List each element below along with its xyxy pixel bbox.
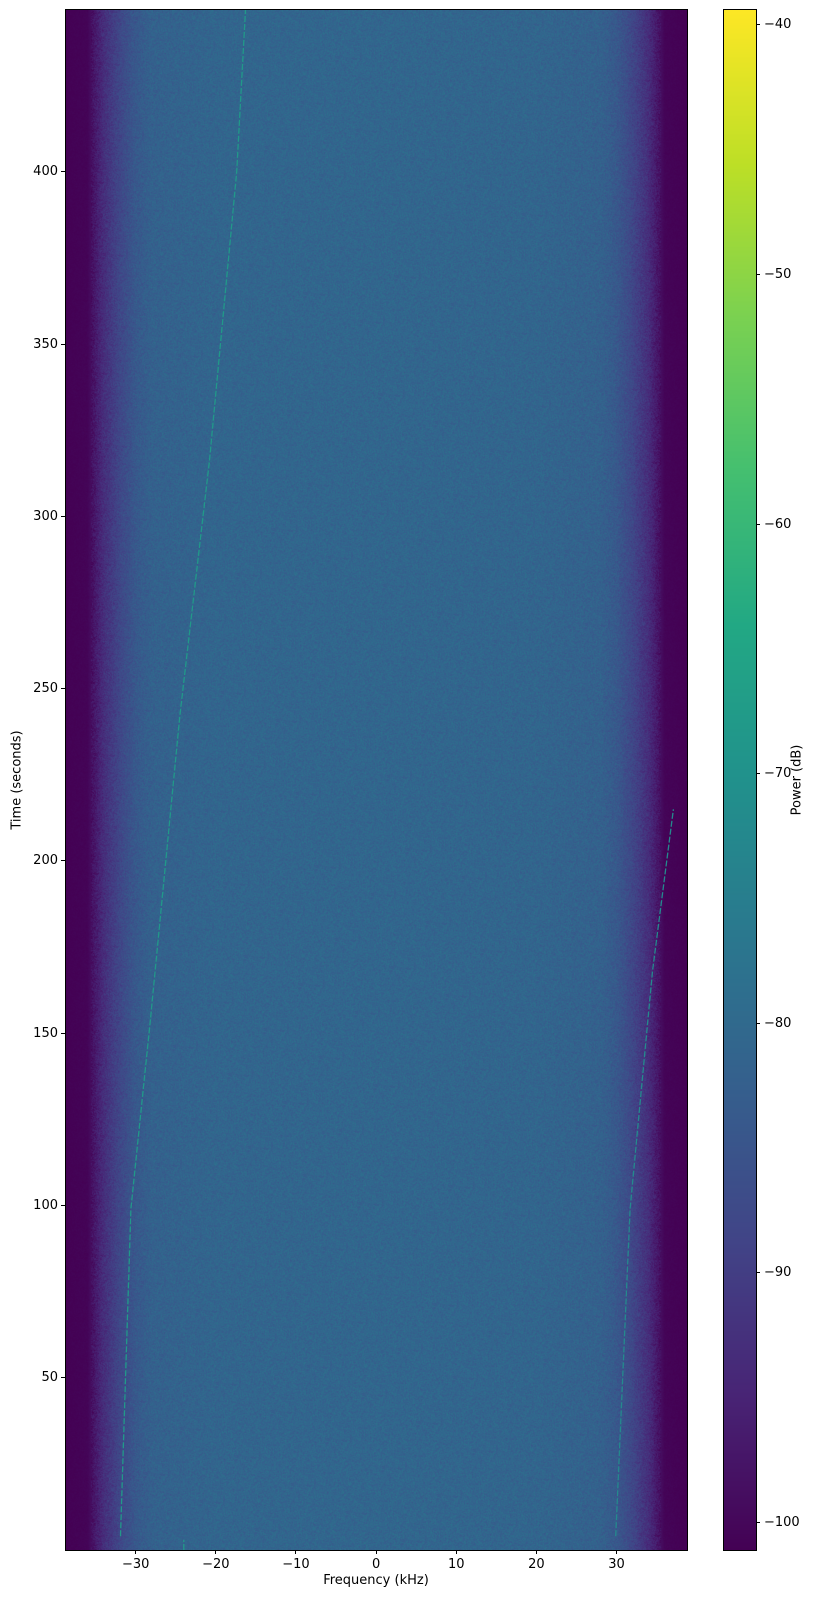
x-tick-label: −10: [282, 1557, 310, 1572]
y-tick-mark: [61, 171, 65, 173]
colorbar-tick-label: −40: [764, 17, 792, 33]
colorbar-label: Power (dB): [789, 744, 805, 816]
y-tick-mark: [61, 860, 65, 862]
colorbar-tick-mark: [756, 773, 760, 775]
x-tick-mark: [135, 1550, 137, 1554]
y-tick-label: 250: [33, 681, 58, 697]
colorbar-tick-label: −100: [764, 1515, 800, 1531]
x-tick-mark: [375, 1550, 377, 1554]
colorbar-tick-mark: [756, 523, 760, 525]
y-tick-mark: [61, 1204, 65, 1206]
spectrogram-heatmap: [66, 10, 687, 1550]
y-tick-label: 400: [33, 164, 58, 180]
y-tick-mark: [61, 688, 65, 690]
colorbar-tick-label: −60: [764, 516, 792, 532]
y-tick-label: 350: [33, 336, 58, 352]
y-tick-label: 300: [33, 508, 58, 524]
y-tick-mark: [61, 515, 65, 517]
y-tick-label: 150: [33, 1025, 58, 1041]
plot-area: [65, 9, 688, 1551]
colorbar-tick-label: −80: [764, 1015, 792, 1031]
colorbar-tick-mark: [756, 1522, 760, 1524]
x-tick-label: 0: [371, 1557, 381, 1572]
colorbar-tick-label: −50: [764, 267, 792, 283]
signal-trace-2: [615, 809, 675, 1537]
colorbar-tick-mark: [756, 1272, 760, 1274]
x-tick-mark: [535, 1550, 537, 1554]
colorbar: [723, 9, 757, 1551]
x-tick-label: 10: [447, 1557, 465, 1572]
colorbar-gradient: [724, 10, 756, 1550]
y-tick-label: 50: [41, 1370, 58, 1386]
signal-traces: [119, 10, 675, 1550]
x-tick-mark: [455, 1550, 457, 1554]
y-tick-mark: [61, 1032, 65, 1034]
y-axis-label: Time (seconds): [9, 730, 25, 830]
x-tick-label: 20: [528, 1557, 545, 1572]
x-tick-label: 30: [608, 1557, 625, 1572]
y-tick-mark: [61, 1377, 65, 1379]
colorbar-tick-label: −90: [764, 1265, 792, 1281]
colorbar-tick-mark: [756, 274, 760, 276]
x-axis-label: Frequency (kHz): [323, 1573, 429, 1588]
colorbar-tick-label: −70: [764, 766, 792, 782]
colorbar-tick-mark: [756, 24, 760, 26]
x-tick-label: −30: [121, 1557, 150, 1572]
y-tick-label: 100: [33, 1197, 58, 1213]
y-tick-mark: [61, 343, 65, 345]
x-tick-mark: [215, 1550, 217, 1554]
y-tick-label: 200: [33, 853, 58, 869]
x-tick-mark: [615, 1550, 617, 1554]
x-tick-mark: [295, 1550, 297, 1554]
x-tick-label: −20: [202, 1557, 230, 1572]
colorbar-tick-mark: [756, 1022, 760, 1024]
signal-trace-1: [119, 10, 247, 1537]
